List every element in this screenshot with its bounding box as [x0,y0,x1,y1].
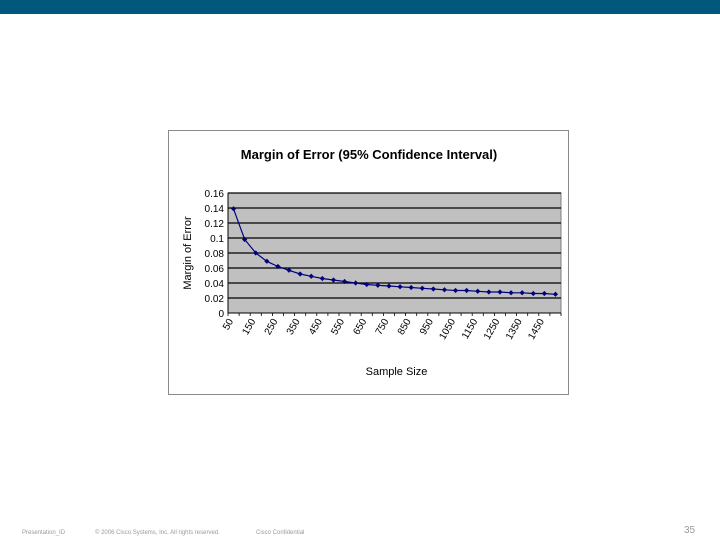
footer-confidential: Cisco Confidential [256,530,305,536]
data-point [230,206,237,212]
x-tick-label: 150 [240,317,258,337]
data-point [475,288,481,294]
data-point [430,286,436,292]
data-point [464,287,470,294]
data-point [552,291,559,297]
x-tick-label: 350 [285,317,303,337]
data-point [353,280,359,286]
data-point [497,289,503,295]
data-point [264,258,270,264]
x-tick-label: 750 [374,317,392,337]
x-tick-label: 1350 [504,317,525,342]
data-point [530,290,536,297]
y-tick-label: 0.12 [205,219,225,230]
x-axis-label: Sample Size [366,366,428,378]
data-point [486,289,492,295]
data-point [330,277,337,283]
y-tick-label: 0.08 [205,249,225,260]
data-point [319,275,325,282]
data-point [441,287,448,293]
x-tick-label: 450 [307,317,325,337]
page-number: 35 [684,525,696,536]
data-point [253,250,259,256]
y-tick-label: 0.04 [205,279,225,290]
x-tick-label: 250 [263,317,281,337]
x-tick-label: 650 [351,317,369,337]
y-tick-label: 0.1 [210,234,224,245]
data-point [364,281,370,288]
y-axis-label: Margin of Error [182,216,194,290]
data-point [375,282,381,288]
chart-container: Margin of Error (95% Confidence Interval… [168,130,569,395]
x-tick-label: 50 [221,317,236,333]
data-point [541,290,547,297]
data-point [341,278,348,285]
x-tick-label: 1450 [526,317,547,342]
data-point [419,285,425,291]
y-tick-label: 0 [218,309,224,320]
top-banner-bar [0,0,720,14]
y-tick-label: 0.14 [205,204,225,215]
data-point [297,271,303,277]
data-point [408,284,414,291]
footer-presentation-id: Presentation_ID [22,530,66,536]
y-tick-label: 0.02 [205,294,225,305]
data-point [275,263,281,270]
data-point [286,267,292,273]
data-point [508,290,514,296]
data-point [242,236,248,243]
x-tick-label: 1250 [482,317,503,342]
data-point [308,273,314,279]
x-tick-label: 550 [329,317,347,337]
x-tick-label: 1050 [437,317,458,342]
x-tick-label: 1150 [460,317,480,342]
footer-copyright: © 2006 Cisco Systems, Inc. All rights re… [95,530,220,536]
y-tick-label: 0.06 [205,264,225,275]
chart-svg: Margin of Error (95% Confidence Interval… [182,147,562,378]
chart-title: Margin of Error (95% Confidence Interval… [241,147,497,162]
x-tick-label: 850 [396,317,414,337]
x-tick-label: 950 [418,317,436,337]
y-tick-label: 0.16 [205,189,225,200]
data-point [452,287,459,294]
data-point [397,284,403,290]
data-point [519,290,525,296]
data-point [386,283,392,289]
